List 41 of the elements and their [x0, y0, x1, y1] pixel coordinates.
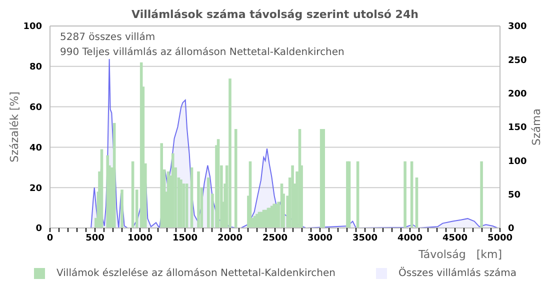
- annotation: 5287 összes villám: [60, 31, 156, 45]
- y-tick-label: 0: [36, 224, 42, 234]
- y2-tick-label: 100: [508, 156, 527, 167]
- bar: [206, 178, 210, 228]
- x-tick-label: 2500: [262, 233, 288, 244]
- x-tick-label: 2000: [217, 233, 243, 244]
- annotation: 990 Teljes villámlás az állomáson Nettetal-Kaldenkirchen: [60, 46, 344, 60]
- y-tick-label: 80: [29, 62, 42, 73]
- x-tick-label: 4500: [442, 233, 468, 244]
- y-axis-title: Százalék [%]: [8, 92, 21, 162]
- x-tick-label: 500: [86, 233, 104, 244]
- y-tick-label: 60: [29, 102, 42, 113]
- y2-tick-label: 50: [508, 190, 521, 201]
- x-tick-label: 1500: [172, 233, 198, 244]
- y-tick-label: 100: [23, 22, 42, 32]
- bar: [404, 161, 406, 228]
- bar: [120, 190, 124, 228]
- x-tick-label: 4000: [397, 233, 423, 244]
- y2-tick-label: 150: [508, 123, 527, 134]
- x-tick-label: 1000: [127, 233, 153, 244]
- bar: [480, 161, 483, 228]
- y2-tick-label: 250: [508, 56, 527, 66]
- y-tick-label: 40: [29, 143, 42, 154]
- y2-tick-label: 300: [508, 22, 527, 32]
- bar: [160, 143, 163, 228]
- chart-title: Villámlások száma távolság szerint utolsó 24h: [130, 8, 420, 22]
- x-axis-title: Távolság [km]: [418, 248, 502, 261]
- x-tick-label: 0: [46, 233, 54, 244]
- y-tick-label: 20: [29, 184, 42, 194]
- bar: [182, 184, 186, 228]
- x-tick-label: 5000: [487, 233, 513, 244]
- bar: [197, 171, 200, 228]
- x-tick-label: 3500: [352, 233, 378, 244]
- bar: [322, 129, 325, 228]
- y2-axis-title: Száma: [530, 108, 543, 146]
- y2-tick-label: 0: [508, 224, 514, 234]
- legend-label: Összes villámlás száma: [398, 268, 516, 279]
- bar: [228, 78, 232, 228]
- legend-label: Villámok észlelése az állomáson Nettetal-Kaldenkirchen: [56, 268, 336, 279]
- y2-tick-label: 200: [508, 90, 527, 100]
- x-tick-label: 3000: [307, 233, 333, 244]
